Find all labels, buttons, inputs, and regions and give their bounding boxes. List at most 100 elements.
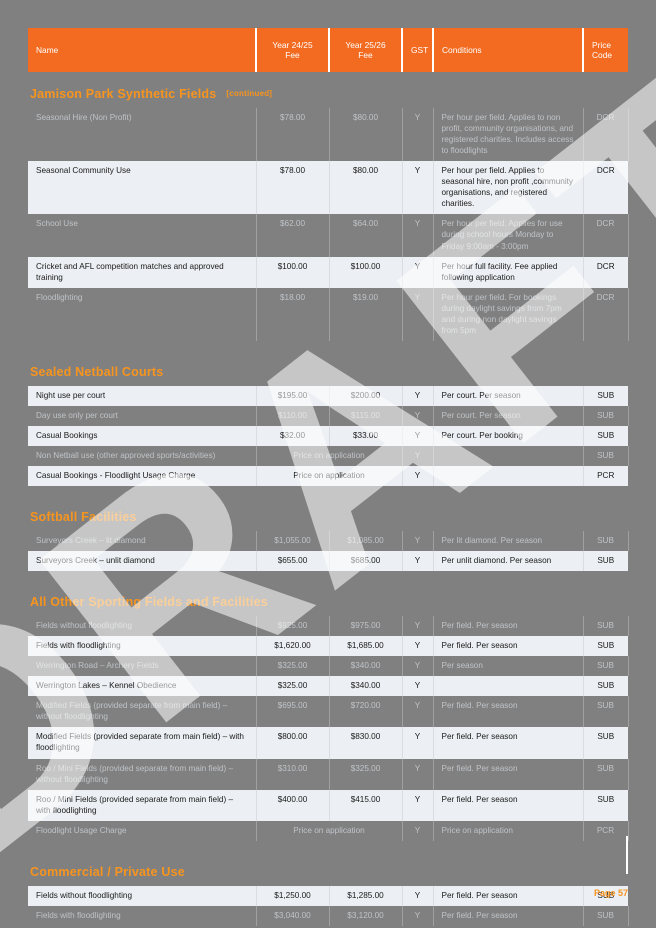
- column-header-price-code: Price Code: [583, 28, 628, 72]
- cell-gst: Y: [402, 531, 434, 552]
- cell-price-code: SUB: [583, 656, 629, 677]
- table-row: Non Netball use (other approved sports/a…: [28, 446, 629, 467]
- cell-name: Floodlight Usage Charge: [28, 820, 257, 841]
- cell-gst: Y: [402, 425, 434, 446]
- table-row: Night use per court $195.00 $200.00 Y Per co…: [28, 385, 628, 406]
- cell-gst: Y: [402, 676, 434, 697]
- section-title: All Other Sporting Fields and Facilities: [28, 580, 628, 616]
- cell-conditions: [433, 676, 584, 697]
- header-row: Name Year 24/25 Fee Year 25/26 Fee GST C…: [28, 28, 628, 72]
- section-title: Jamison Park Synthetic Fields [continued]: [28, 72, 628, 108]
- cell-gst: Y: [402, 758, 434, 790]
- cell-price-code: SUB: [583, 531, 629, 552]
- cell-name: Roo / Mini Fields (provided separate fro…: [28, 789, 257, 821]
- cell-conditions: Per field. Per season: [433, 616, 584, 637]
- cell-conditions: Per lit diamond. Per season: [433, 531, 584, 552]
- table-row: Floodlighting $18.00 $19.00 Y Per hour per f…: [28, 287, 629, 341]
- spacer-cell: [28, 486, 628, 495]
- cell-fee-2526: $80.00: [329, 161, 403, 215]
- cell-fee-2526: $33.00: [329, 425, 403, 446]
- cell-gst: Y: [402, 789, 434, 821]
- table-row: Casual Bookings $32.00 $33.00 Y Per court. P…: [28, 425, 628, 446]
- cell-fee-2425: $110.00: [256, 405, 330, 426]
- cell-price-code: SUB: [583, 551, 628, 572]
- price-code-line1: Price: [592, 40, 612, 50]
- section-continued-label: [continued]: [226, 89, 273, 99]
- cell-gst: Y: [402, 551, 434, 572]
- cell-conditions: Per court. Per booking: [433, 425, 584, 446]
- cell-fee-2526: $415.00: [329, 789, 403, 821]
- table-row: Werrington Lakes – Kennel Obedience $325.…: [28, 676, 628, 697]
- cell-conditions: Per field. Per season: [433, 636, 584, 657]
- cell-name: Fields with floodlighting: [28, 905, 257, 926]
- cell-fee-2425: $800.00: [256, 727, 330, 759]
- cell-fee-2425: $400.00: [256, 789, 330, 821]
- cell-fee-2526: $3,120.00: [329, 905, 403, 926]
- section-spacer: [28, 341, 628, 350]
- column-header-fee-2526: Year 25/26 Fee: [329, 28, 403, 72]
- fee-2425-line2: Fee: [285, 50, 300, 60]
- cell-conditions: Per season: [433, 656, 584, 677]
- section-title: Sealed Netball Courts: [28, 350, 628, 386]
- cell-fee-2425: $32.00: [256, 425, 330, 446]
- cell-conditions: Per field. Per season: [433, 885, 584, 906]
- cell-price-code: SUB: [583, 758, 629, 790]
- cell-conditions: [433, 446, 584, 467]
- cell-conditions: [433, 466, 584, 487]
- cell-fee-2526: $340.00: [329, 656, 403, 677]
- table-row: Modified Fields (provided separate from …: [28, 727, 628, 759]
- cell-gst: Y: [402, 696, 434, 728]
- cell-name: Modified Fields (provided separate from …: [28, 696, 257, 728]
- cell-price-code: PCR: [583, 466, 628, 487]
- cell-price-code: SUB: [583, 446, 629, 467]
- table-row: Roo / Mini Fields (provided separate fro…: [28, 758, 629, 790]
- cell-fee-2526: $685.00: [329, 551, 403, 572]
- section-title: Softball Facilities: [28, 495, 628, 531]
- cell-fee-2526: $1,085.00: [329, 531, 403, 552]
- cell-name: Seasonal Community Use: [28, 161, 257, 215]
- cell-price-code: SUB: [583, 385, 628, 406]
- column-header-name: Name: [28, 28, 257, 72]
- cell-fee-2526: $340.00: [329, 676, 403, 697]
- cell-fee-span: Price on application: [256, 446, 403, 467]
- cell-name: Casual Bookings: [28, 425, 257, 446]
- cell-conditions: Price on application: [433, 820, 584, 841]
- cell-fee-2526: $975.00: [329, 616, 403, 637]
- cell-fee-2526: $325.00: [329, 758, 403, 790]
- table-row: Fields without floodlighting $1,250.00 $1,…: [28, 885, 628, 906]
- cell-conditions: Per field. Per season: [433, 905, 584, 926]
- fee-2425-line1: Year 24/25: [272, 40, 313, 50]
- cell-name: Roo / Mini Fields (provided separate fro…: [28, 758, 257, 790]
- table-row: Roo / Mini Fields (provided separate fro…: [28, 789, 628, 821]
- cell-gst: Y: [402, 385, 434, 406]
- cell-gst: Y: [402, 446, 434, 467]
- fee-2526-line2: Fee: [358, 50, 373, 60]
- table-body: Jamison Park Synthetic Fields [continued]…: [28, 72, 629, 926]
- cell-fee-2526: $19.00: [329, 287, 403, 341]
- cell-name: Casual Bookings - Floodlight Usage Charg…: [28, 466, 257, 487]
- cell-price-code: SUB: [583, 405, 629, 426]
- cell-name: Surveyors Creek – unlit diamond: [28, 551, 257, 572]
- cell-fee-2425: $1,620.00: [256, 636, 330, 657]
- table-row: Surveyors Creek – unlit diamond $655.00 $6…: [28, 551, 628, 572]
- cell-gst: Y: [402, 656, 434, 677]
- column-header-conditions: Conditions: [433, 28, 584, 72]
- cell-gst: Y: [402, 214, 434, 257]
- section-title-text: Commercial / Private Use: [30, 864, 185, 879]
- cell-name: Floodlighting: [28, 287, 257, 341]
- cell-fee-2425: $78.00: [256, 161, 330, 215]
- cell-fee-2526: $1,285.00: [329, 885, 403, 906]
- section-spacer: [28, 841, 628, 850]
- page-right-rule: [626, 836, 628, 874]
- cell-fee-2425: $18.00: [256, 287, 330, 341]
- cell-gst: Y: [402, 905, 434, 926]
- cell-price-code: DCR: [583, 256, 628, 288]
- section-title-text: Sealed Netball Courts: [30, 364, 164, 379]
- cell-gst: Y: [402, 161, 434, 215]
- cell-fee-2526: $80.00: [329, 107, 403, 162]
- fees-and-charges-table: Name Year 24/25 Fee Year 25/26 Fee GST C…: [28, 28, 629, 926]
- cell-price-code: SUB: [583, 696, 629, 728]
- cell-conditions: Per hour full facility. Fee applied foll…: [433, 256, 584, 288]
- table-header: Name Year 24/25 Fee Year 25/26 Fee GST C…: [28, 28, 628, 72]
- cell-price-code: SUB: [583, 676, 628, 697]
